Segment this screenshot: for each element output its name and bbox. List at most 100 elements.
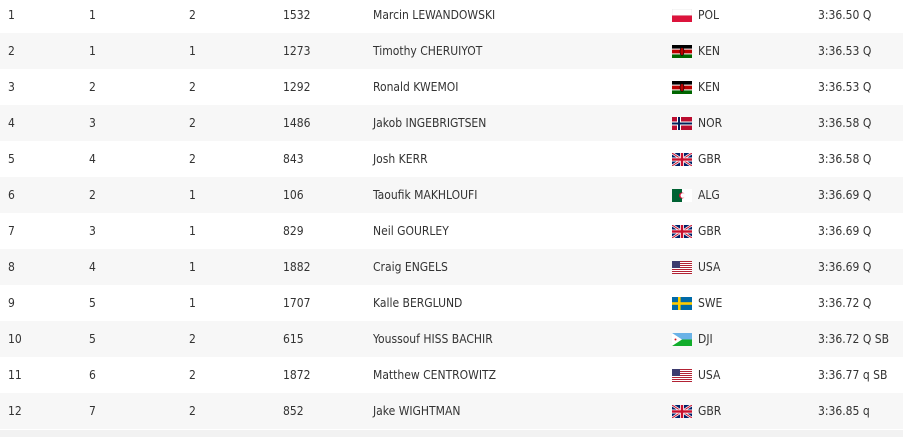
cell: 1532: [283, 8, 311, 22]
cell: 1: [89, 44, 96, 58]
cell: 2: [189, 80, 196, 94]
flag: [672, 153, 692, 166]
cell: 11: [8, 368, 22, 382]
flag: [672, 9, 692, 22]
cell: 2: [89, 80, 96, 94]
table-row: 12 7 2 852 Jake WIGHTMAN GBR 3:36.85 q: [0, 393, 903, 429]
table-row: 10 5 2 615 Youssouf HISS BACHIR DJI 3:36.72 Q …: [0, 321, 903, 357]
cell: ALG: [698, 188, 720, 202]
cell: 2: [189, 332, 196, 346]
cell: 7: [89, 404, 96, 418]
cell: 9: [8, 296, 15, 310]
cell: 1: [8, 8, 15, 22]
flag: [672, 81, 692, 94]
cell: 8: [8, 260, 15, 274]
flag: [672, 45, 692, 58]
cell: 1: [189, 44, 196, 58]
cell: 2: [189, 368, 196, 382]
cell: 2: [189, 404, 196, 418]
cell: POL: [698, 8, 720, 22]
cell: 3:36.69 Q: [818, 260, 872, 274]
cell: 3:36.72 Q: [818, 296, 872, 310]
cell: 1872: [283, 368, 311, 382]
cell: 1: [189, 260, 196, 274]
cell: Josh KERR: [373, 152, 428, 166]
flag: [672, 333, 692, 346]
cell: 3: [89, 224, 96, 238]
flag: [672, 189, 692, 202]
table-row: 9 5 1 1707 Kalle BERGLUND SWE 3:36.72 Q: [0, 285, 903, 321]
table-row: 3 2 2 1292 Ronald KWEMOI KEN 3:36.53 Q: [0, 69, 903, 105]
flag: [672, 297, 692, 310]
cell: 3:36.72 Q SB: [818, 332, 890, 346]
cell: USA: [698, 260, 721, 274]
cell: 3:36.58 Q: [818, 152, 872, 166]
cell: Matthew CENTROWITZ: [373, 368, 497, 382]
cell: 5: [8, 152, 15, 166]
cell: Timothy CHERUIYOT: [373, 44, 483, 58]
cell: Craig ENGELS: [373, 260, 448, 274]
cell: 3: [89, 116, 96, 130]
cell: 1273: [283, 44, 311, 58]
cell: 1: [189, 296, 196, 310]
table-row: 2 1 1 1273 Timothy CHERUIYOT KEN 3:36.53 Q: [0, 33, 903, 69]
cell: GBR: [698, 152, 722, 166]
cell: 4: [8, 116, 15, 130]
table-row: 5 4 2 843 Josh KERR GBR 3:36.58 Q: [0, 141, 903, 177]
cell: 6: [89, 368, 96, 382]
cell: 3:36.50 Q: [818, 8, 872, 22]
cell: 3:36.69 Q: [818, 224, 872, 238]
cell: 1486: [283, 116, 311, 130]
cell: 106: [283, 188, 304, 202]
cell: 843: [283, 152, 304, 166]
cell: GBR: [698, 224, 722, 238]
cell: Kalle BERGLUND: [373, 296, 463, 310]
cell: 4: [89, 152, 96, 166]
cell: 615: [283, 332, 304, 346]
cell: GBR: [698, 404, 722, 418]
cell: 7: [8, 224, 15, 238]
flag: [672, 117, 692, 130]
cell: 3:36.53 Q: [818, 44, 872, 58]
cell: Neil GOURLEY: [373, 224, 449, 238]
cell: 852: [283, 404, 304, 418]
cell: 3: [8, 80, 15, 94]
cell: 1707: [283, 296, 311, 310]
table-row: 4 3 2 1486 Jakob INGEBRIGTSEN NOR 3:36.58 Q: [0, 105, 903, 141]
cell: 2: [8, 44, 15, 58]
flag: [672, 369, 692, 382]
cell: 1: [189, 188, 196, 202]
cell: Youssouf HISS BACHIR: [373, 332, 493, 346]
flag: [672, 261, 692, 274]
cell: KEN: [698, 44, 720, 58]
cell: 10: [8, 332, 22, 346]
cell: NOR: [698, 116, 723, 130]
table-row: 8 4 1 1882 Craig ENGELS USA 3:36.69 Q: [0, 249, 903, 285]
table-footer-strip: [0, 430, 903, 437]
cell: 12: [8, 404, 22, 418]
table-row: 1 1 2 1532 Marcin LEWANDOWSKI POL 3:36.50 Q: [0, 0, 903, 33]
cell: 2: [189, 8, 196, 22]
flag: [672, 225, 692, 238]
cell: 3:36.85 q: [818, 404, 870, 418]
cell: Marcin LEWANDOWSKI: [373, 8, 496, 22]
cell: Jakob INGEBRIGTSEN: [373, 116, 487, 130]
cell: 4: [89, 260, 96, 274]
cell: USA: [698, 368, 721, 382]
cell: 5: [89, 332, 96, 346]
cell: 2: [89, 188, 96, 202]
cell: 2: [189, 152, 196, 166]
cell: Taoufik MAKHLOUFI: [373, 188, 478, 202]
cell: 3:36.77 q SB: [818, 368, 888, 382]
cell: Ronald KWEMOI: [373, 80, 459, 94]
table-row: 7 3 1 829 Neil GOURLEY GBR 3:36.69 Q: [0, 213, 903, 249]
cell: 3:36.69 Q: [818, 188, 872, 202]
cell: 1: [89, 8, 96, 22]
cell: 829: [283, 224, 304, 238]
cell: 3:36.58 Q: [818, 116, 872, 130]
cell: 6: [8, 188, 15, 202]
cell: 1882: [283, 260, 311, 274]
cell: 3:36.53 Q: [818, 80, 872, 94]
